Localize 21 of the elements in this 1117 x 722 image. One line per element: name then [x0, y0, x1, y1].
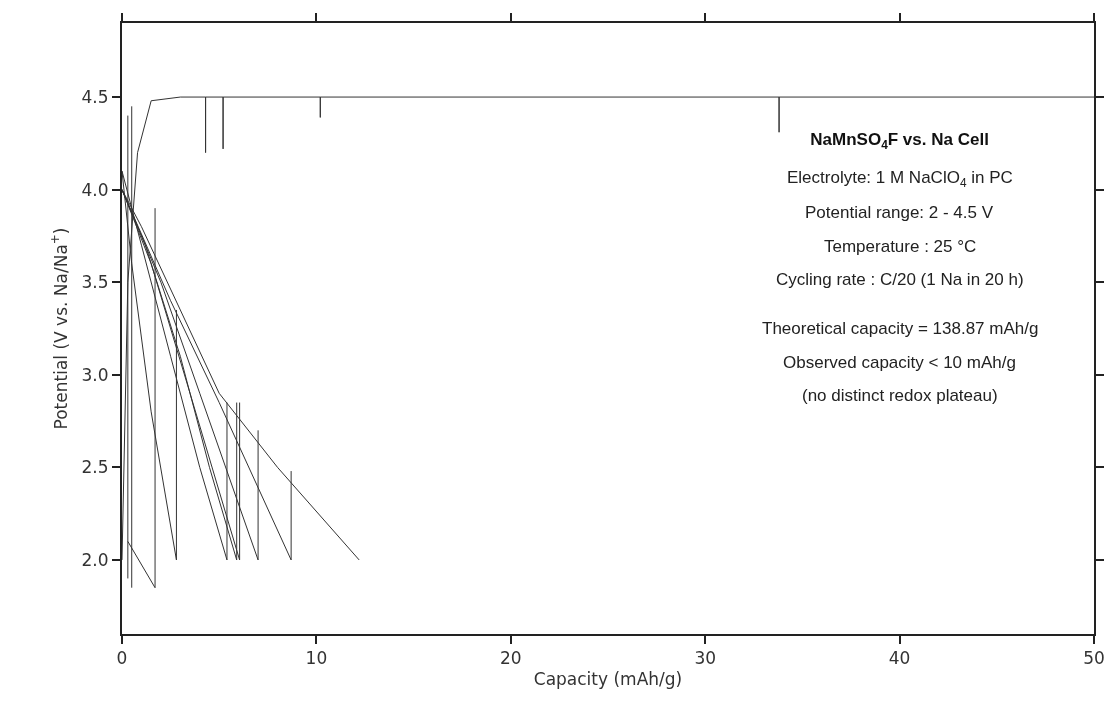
y-tick-label: 3.0 — [81, 364, 109, 385]
x-tick-label: 10 — [305, 648, 328, 669]
x-tick-label: 20 — [499, 648, 522, 669]
annotation: Electrolyte: 1 M NaClO$_{4}$ in PC — [787, 168, 1013, 190]
x-tick-label: 40 — [888, 648, 911, 669]
text: NaMnSO$_{4}$F vs. Na Cell — [810, 130, 989, 152]
x-axis-title: Capacity (mAh/g) — [533, 669, 683, 690]
annotation: (no distinct redox plateau) — [802, 386, 998, 405]
y-tick-label: 4.5 — [81, 87, 109, 108]
y-tick-label: 2.0 — [81, 549, 109, 570]
x-tick-label: 50 — [1083, 648, 1105, 669]
annotation: Potential range: 2 - 4.5 V — [805, 203, 994, 222]
y-tick-label: 2.5 — [81, 457, 109, 478]
y-tick-label: 4.0 — [81, 179, 109, 200]
x-tick-label: 30 — [694, 648, 717, 669]
x-tick-label: 0 — [116, 648, 128, 669]
y-tick-label: 3.5 — [81, 272, 109, 293]
annotation: Temperature : 25 °C — [824, 237, 977, 256]
annotation: Observed capacity < 10 mAh/g — [783, 353, 1016, 372]
annotation: Cycling rate : C/20 (1 Na in 20 h) — [776, 270, 1024, 289]
annotation: Theoretical capacity = 138.87 mAh/g — [762, 319, 1039, 338]
